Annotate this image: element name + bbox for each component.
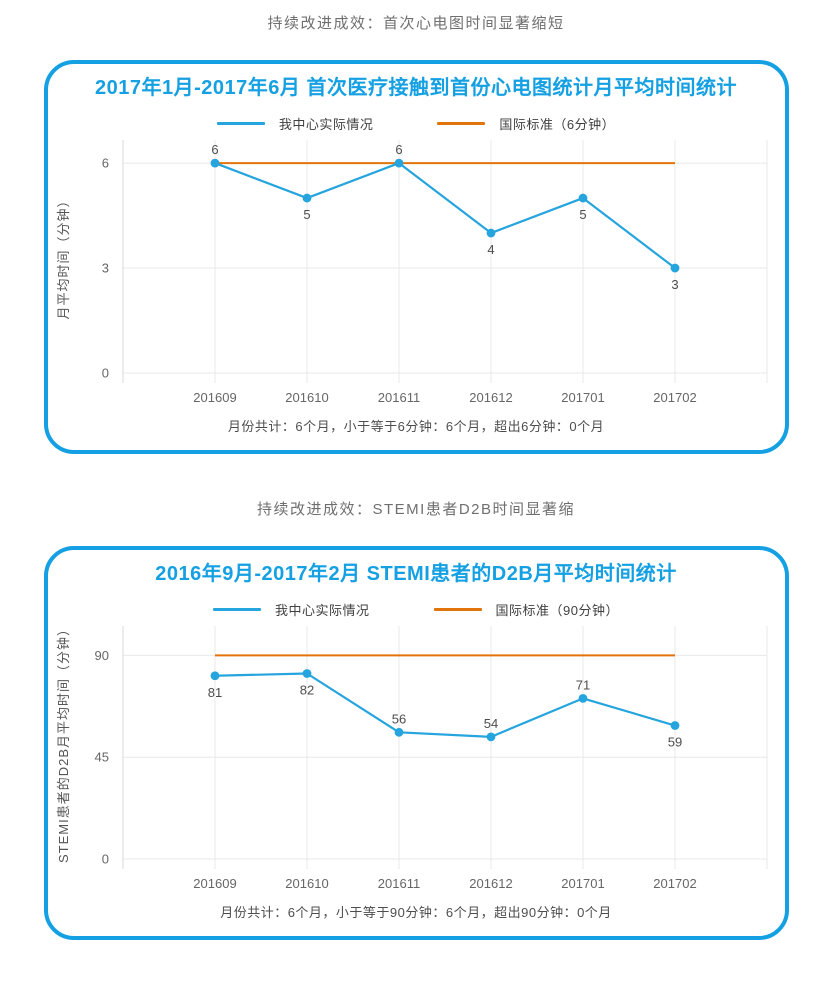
y-tick-label: 90	[94, 648, 108, 663]
y-tick-label: 0	[101, 366, 108, 381]
x-axis-ticks: 201609 201610 201611 201612 201701 201702	[193, 876, 696, 891]
chart-footer-ecg: 月份共计：6个月，小于等于6分钟：6个月，超出6分钟：0个月	[227, 419, 605, 434]
data-point	[670, 263, 679, 273]
data-label: 54	[483, 716, 497, 731]
chart-title-d2b: 2016年9月-2017年2月 STEMI患者的D2B月平均时间统计	[155, 563, 677, 585]
x-tick-label: 201611	[377, 390, 419, 405]
legend-d2b: 我中心实际情况 国际标准（90分钟）	[48, 600, 785, 618]
data-point	[394, 727, 403, 737]
data-label: 59	[667, 735, 681, 750]
x-tick-label: 201610	[285, 876, 328, 891]
chart-footer-d2b: 月份共计：6个月，小于等于90分钟：6个月，超出90分钟：0个月	[220, 905, 612, 920]
data-point	[302, 669, 311, 678]
x-tick-label: 201611	[377, 876, 419, 891]
report-page: 持续改进成效：首次心电图时间显著缩短 2017年1月-2017年6月 首次医疗接…	[0, 10, 832, 940]
data-label: 82	[299, 683, 313, 698]
data-point	[486, 732, 495, 742]
x-tick-label: 201609	[193, 876, 236, 891]
legend-item-standard: 国际标准（6分钟）	[437, 114, 615, 133]
y-tick-label: 45	[94, 750, 108, 765]
data-label: 3	[671, 277, 678, 292]
chart-title-ecg: 2017年1月-2017年6月 首次医疗接触到首份心电图统计月平均时间统计	[95, 77, 737, 99]
section-heading-ecg: 持续改进成效：首次心电图时间显著缩短	[267, 15, 565, 32]
legend-label-actual: 我中心实际情况	[275, 602, 370, 618]
y-axis-ticks: 0 45 90	[94, 648, 108, 867]
legend-label-actual: 我中心实际情况	[278, 116, 374, 132]
data-point	[394, 158, 403, 168]
data-point	[302, 193, 311, 203]
data-label: 6	[211, 142, 218, 157]
y-tick-label: 3	[101, 261, 108, 276]
x-axis-ticks: 201609 201610 201611 201612 201701 201702	[193, 390, 696, 405]
data-labels: 81 82 56 54 71 59	[207, 677, 681, 749]
y-tick-label: 0	[101, 852, 108, 867]
data-label: 6	[395, 142, 402, 157]
data-point	[210, 671, 219, 681]
line-swatch-blue-icon	[216, 121, 265, 125]
data-point	[486, 228, 495, 238]
legend-item-actual: 我中心实际情况	[216, 114, 374, 133]
chart-card-ecg: 2017年1月-2017年6月 首次医疗接触到首份心电图统计月平均时间统计 我中…	[43, 60, 789, 454]
legend-item-standard: 国际标准（90分钟）	[433, 600, 619, 619]
y-tick-label: 6	[101, 156, 108, 171]
legend-item-actual: 我中心实际情况	[213, 600, 370, 619]
data-label: 71	[575, 677, 589, 692]
x-tick-label: 201612	[469, 390, 512, 405]
data-label: 5	[579, 207, 586, 222]
line-swatch-orange-icon	[433, 607, 482, 611]
series-line	[210, 158, 679, 273]
chart-card-d2b: 2016年9月-2017年2月 STEMI患者的D2B月平均时间统计 我中心实际…	[43, 546, 789, 940]
data-point	[578, 193, 587, 203]
data-label: 56	[391, 711, 405, 726]
data-labels: 6 5 6 4 5 3	[211, 142, 678, 292]
data-label: 81	[207, 685, 221, 700]
x-tick-label: 201701	[561, 876, 604, 891]
y-axis-title: STEMI患者的D2B月平均时间（分钟）	[56, 626, 71, 863]
data-label: 5	[303, 207, 310, 222]
legend-label-standard: 国际标准（90分钟）	[495, 602, 619, 618]
x-tick-label: 201701	[561, 390, 604, 405]
y-axis-ticks: 0 3 6	[101, 156, 108, 381]
line-chart-d2b: 81 82 56 54 71 59 0 45 90 201609 201610 201611 20161…	[56, 626, 767, 891]
line-swatch-orange-icon	[437, 121, 486, 125]
x-tick-label: 201702	[653, 876, 696, 891]
section-heading-d2b: 持续改进成效：STEMI患者D2B时间显著缩	[256, 501, 576, 518]
series-line	[210, 669, 679, 742]
y-axis-title: 月平均时间（分钟）	[56, 193, 71, 319]
data-point	[670, 721, 679, 730]
legend-ecg: 我中心实际情况 国际标准（6分钟）	[48, 114, 785, 132]
x-tick-label: 201702	[653, 390, 696, 405]
legend-label-standard: 国际标准（6分钟）	[499, 116, 616, 132]
line-swatch-blue-icon	[213, 607, 261, 611]
grid	[122, 140, 767, 383]
x-tick-label: 201610	[285, 390, 328, 405]
x-tick-label: 201612	[469, 876, 512, 891]
data-point	[578, 693, 587, 703]
data-point	[210, 158, 219, 168]
x-tick-label: 201609	[193, 390, 236, 405]
data-label: 4	[487, 242, 494, 257]
